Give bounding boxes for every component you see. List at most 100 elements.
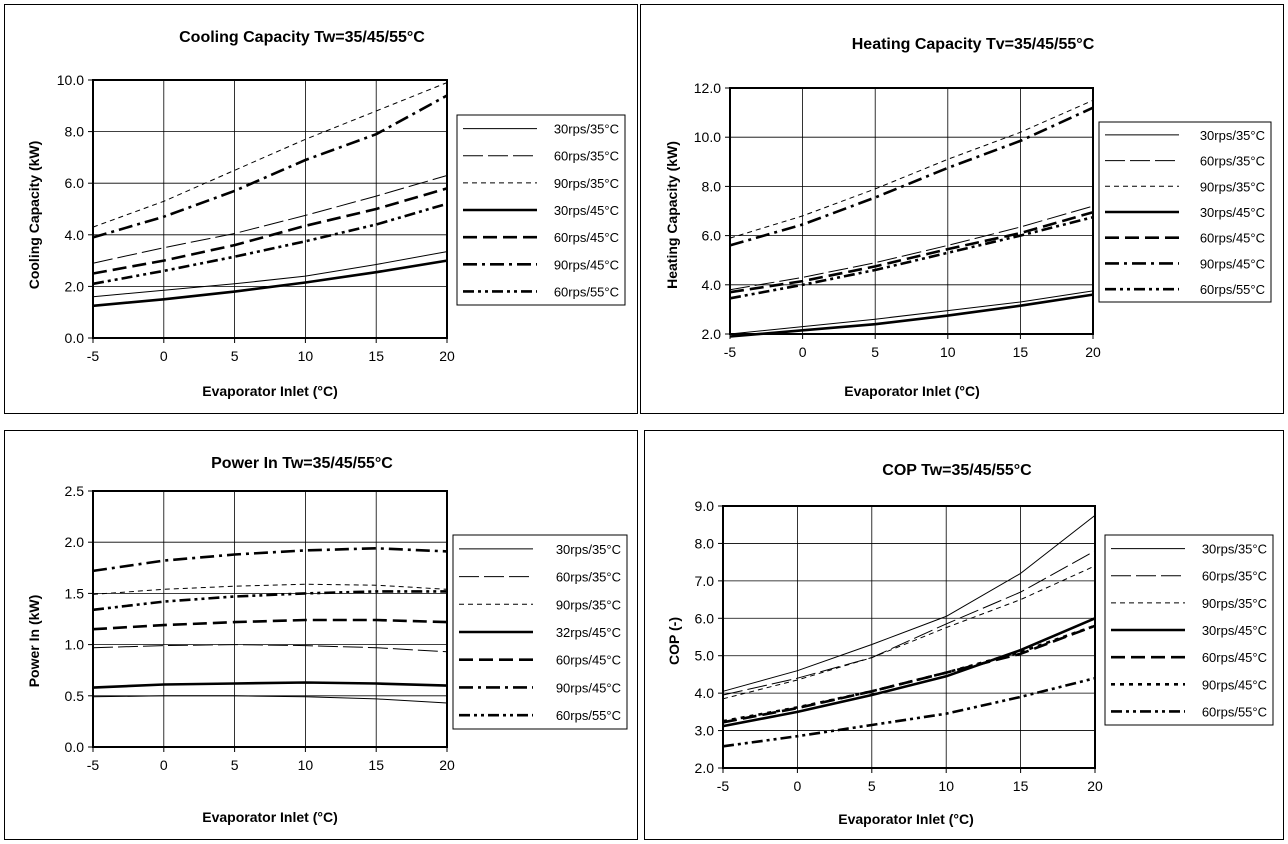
y-axis-label: COP (-) [666, 617, 682, 665]
series-line-60rps-45-c [92, 618, 448, 631]
power-in-svg: Power In Tw=35/45/55°C Evaporator Inlet … [26, 455, 628, 825]
series-line-90rps-35-c [92, 583, 448, 595]
x-tick-label: 15 [1013, 344, 1029, 360]
y-tick-label: 0.0 [65, 330, 85, 346]
legend-label: 30rps/35°C [554, 122, 619, 137]
legend-label: 60rps/55°C [556, 708, 621, 723]
series-line-90rps-35-c [722, 565, 1096, 700]
legend-label: 60rps/55°C [1202, 704, 1267, 719]
legend-label: 60rps/55°C [1200, 282, 1265, 297]
x-tick-label: 15 [1013, 778, 1029, 794]
y-tick-label: 4.0 [695, 685, 715, 701]
y-tick-label: 10.0 [57, 72, 84, 88]
heating-capacity-svg: Heating Capacity Tv=35/45/55°C Evaporato… [664, 36, 1272, 399]
x-tick-label: 5 [231, 348, 239, 364]
legend-label: 90rps/45°C [554, 257, 619, 272]
x-axis-label: Evaporator Inlet (°C) [202, 809, 338, 825]
x-tick-label: 20 [439, 757, 455, 773]
y-tick-label: 7.0 [695, 573, 715, 589]
x-tick-label: 5 [871, 344, 879, 360]
x-tick-label: -5 [87, 348, 100, 364]
chart-title: COP Tw=35/45/55°C [882, 462, 1032, 479]
y-tick-label: 8.0 [695, 535, 715, 551]
series-line-90rps-35-c [92, 82, 448, 228]
legend-label: 32rps/45°C [556, 625, 621, 640]
x-tick-label: 10 [938, 778, 954, 794]
plot-frame [92, 79, 448, 339]
x-tick-label: 10 [298, 757, 314, 773]
y-tick-label: 2.5 [65, 483, 85, 499]
series-line-90rps-45-c [722, 624, 1096, 723]
plot-frame [92, 490, 448, 748]
series-line-60rps-55-c [722, 676, 1096, 748]
legend-label: 60rps/45°C [1200, 231, 1265, 246]
series-line-60rps-35-c [722, 550, 1096, 696]
x-axis-label: Evaporator Inlet (°C) [838, 811, 974, 827]
series-line-30rps-35-c [729, 290, 1094, 335]
series-line-60rps-45-c [729, 210, 1094, 294]
legend-label: 60rps/35°C [554, 149, 619, 164]
legend-label: 30rps/45°C [554, 203, 619, 218]
series-line-60rps-45-c [92, 187, 448, 275]
legend-label: 90rps/35°C [554, 176, 619, 191]
legend-label: 30rps/45°C [1200, 205, 1265, 220]
y-tick-label: 2.0 [65, 278, 85, 294]
legend-label: 60rps/45°C [554, 230, 619, 245]
legend-label: 30rps/35°C [1202, 542, 1267, 557]
chart-title: Cooling Capacity Tw=35/45/55°C [179, 29, 425, 46]
y-tick-label: 0.5 [65, 688, 85, 704]
series-line-30rps-45-c [92, 259, 448, 308]
x-tick-label: 0 [160, 348, 168, 364]
x-tick-label: 15 [368, 348, 384, 364]
chart-title: Heating Capacity Tv=35/45/55°C [852, 36, 1095, 53]
cooling-capacity-chart: Cooling Capacity Tw=35/45/55°C Evaporato… [4, 4, 638, 414]
x-tick-label: 5 [231, 757, 239, 773]
y-tick-label: 4.0 [65, 227, 85, 243]
y-axis-label: Heating Capacity (kW) [664, 141, 680, 289]
series-line-90rps-45-c [729, 106, 1094, 247]
series-line-30rps-35-c [92, 251, 448, 298]
cop-chart: COP Tw=35/45/55°C Evaporator Inlet (°C) … [644, 430, 1284, 840]
series-line-60rps-35-c [92, 175, 448, 264]
legend-label: 30rps/45°C [1202, 623, 1267, 638]
y-tick-label: 12.0 [694, 80, 721, 96]
y-tick-label: 1.0 [65, 637, 85, 653]
series-line-60rps-35-c [729, 205, 1094, 291]
x-axis-label: Evaporator Inlet (°C) [844, 383, 980, 399]
y-tick-label: 2.0 [702, 326, 722, 342]
y-tick-label: 6.0 [65, 175, 85, 191]
y-tick-label: 8.0 [702, 178, 722, 194]
series-line-60rps-55-c [92, 590, 447, 612]
y-tick-label: 9.0 [695, 498, 715, 514]
legend-label: 90rps/35°C [1202, 596, 1267, 611]
y-tick-label: 1.5 [65, 585, 85, 601]
y-tick-label: 2.0 [695, 760, 715, 776]
x-axis-label: Evaporator Inlet (°C) [202, 383, 338, 399]
cop-svg: COP Tw=35/45/55°C Evaporator Inlet (°C) … [666, 462, 1274, 827]
legend-label: 90rps/35°C [556, 597, 621, 612]
y-axis-label: Power In (kW) [26, 595, 42, 688]
x-tick-label: 5 [868, 778, 876, 794]
series-line-30rps-45-c [722, 617, 1096, 728]
cooling-capacity-svg: Cooling Capacity Tw=35/45/55°C Evaporato… [26, 29, 626, 399]
y-tick-label: 8.0 [65, 124, 85, 140]
plot-frame [722, 505, 1096, 769]
series-line-90rps-45-c [92, 547, 448, 573]
legend-label: 60rps/35°C [1200, 154, 1265, 169]
legend-label: 90rps/45°C [1202, 677, 1267, 692]
y-tick-label: 6.0 [695, 610, 715, 626]
y-axis-label: Cooling Capacity (kW) [26, 141, 42, 290]
x-tick-label: 20 [439, 348, 455, 364]
x-tick-label: 0 [794, 778, 802, 794]
legend-label: 30rps/35°C [1200, 128, 1265, 143]
y-tick-label: 2.0 [65, 534, 85, 550]
legend-label: 60rps/35°C [556, 570, 621, 585]
heating-capacity-chart: Heating Capacity Tv=35/45/55°C Evaporato… [640, 4, 1284, 414]
legend-label: 90rps/35°C [1200, 179, 1265, 194]
series-line-60rps-55-c [729, 215, 1094, 300]
x-tick-label: -5 [717, 778, 730, 794]
legend-label: 60rps/35°C [1202, 569, 1267, 584]
chart-title: Power In Tw=35/45/55°C [211, 455, 393, 472]
legend-label: 60rps/55°C [554, 284, 619, 299]
x-tick-label: 10 [940, 344, 956, 360]
